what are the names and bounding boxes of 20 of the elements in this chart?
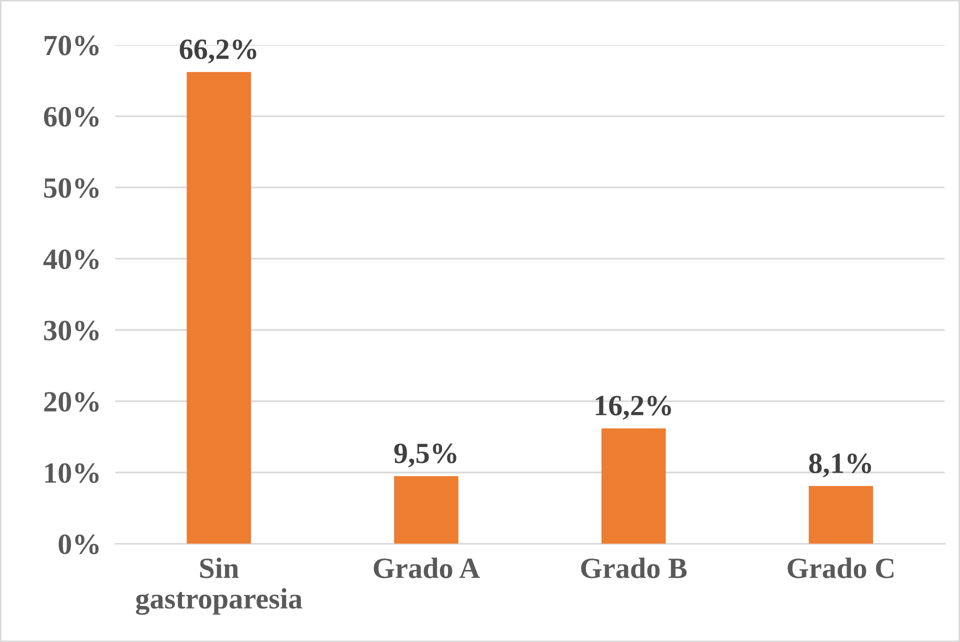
x-tick-label: Grado B xyxy=(581,558,687,578)
data-label: 16,2% xyxy=(596,396,671,420)
x-tick-label: Grado C xyxy=(788,558,894,578)
bar xyxy=(601,428,666,544)
data-label: 8,1% xyxy=(809,454,872,478)
y-tick-label: 10% xyxy=(45,463,99,484)
y-tick-label: 30% xyxy=(44,320,99,340)
x-tick-label: Sin gastroparesia xyxy=(136,558,302,615)
data-label: 9,5% xyxy=(394,444,456,468)
bar xyxy=(186,72,252,544)
y-tick-label: 0% xyxy=(58,534,99,554)
y-tick-label: 70% xyxy=(44,36,99,56)
y-tick-label: 40% xyxy=(43,249,99,270)
bar xyxy=(808,486,874,544)
y-tick-label: 60% xyxy=(44,106,99,127)
y-tick-label: 50% xyxy=(44,178,99,198)
data-label: 66,2% xyxy=(180,39,256,64)
x-tick-label: Grado A xyxy=(374,558,480,578)
y-tick-label: 20% xyxy=(44,392,99,412)
bar xyxy=(394,476,458,544)
